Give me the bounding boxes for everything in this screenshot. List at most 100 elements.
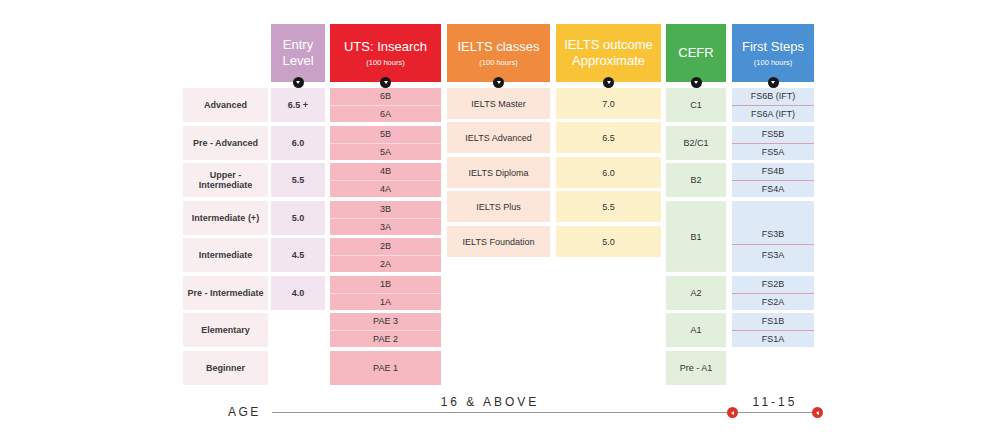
first-steps-cell: FS3A (732, 245, 814, 272)
first-steps-cell: FS3B (732, 201, 814, 245)
ielts-outcome-title-line1: IELTS outcome (564, 37, 653, 53)
uts-course-pair: PAE 3 PAE 2 (330, 313, 441, 347)
ielts-outcome-cell: 7.0 (556, 88, 661, 119)
cefr-cell: B2/C1 (666, 126, 726, 160)
ielts-outcome-cell: 6.5 (556, 122, 661, 153)
uts-course-cell: 5B (330, 126, 441, 144)
first-steps-cell: FS1B (732, 313, 814, 331)
english-pathway-diagram: Advanced Pre - Advanced Upper - Intermed… (0, 0, 1000, 438)
ielts-outcome-cell: 6.0 (556, 157, 661, 188)
uts-course-cell: PAE 2 (330, 331, 441, 348)
uts-course-cell: 5A (330, 144, 441, 161)
level-cell: Beginner (183, 351, 268, 385)
entry-level-title-line2: Level (282, 53, 313, 69)
ielts-class-cell: IELTS Advanced (447, 122, 550, 153)
uts-course-cell: 2B (330, 238, 441, 256)
uts-course-cell: 1A (330, 294, 441, 311)
entry-score-cell: 6.5 + (271, 88, 325, 122)
first-steps-pair: FS6B (IFT) FS6A (IFT) (732, 88, 814, 122)
uts-course-cell: 3A (330, 219, 441, 236)
uts-course-pair: 4B 4A (330, 163, 441, 197)
entry-score-cell: 5.0 (271, 201, 325, 235)
uts-course-cell: 6A (330, 106, 441, 123)
level-cell: Elementary (183, 313, 268, 347)
first-steps-header: First Steps (100 hours) (732, 24, 814, 82)
uts-insearch-column: UTS: Insearch (100 hours) 6B 6A 5B 5A 4B… (330, 0, 441, 438)
uts-course-cell: 4B (330, 163, 441, 181)
down-arrow-badge-icon (603, 77, 614, 88)
level-cell: Intermediate (+) (183, 201, 268, 235)
cefr-cell: A1 (666, 313, 726, 347)
entry-score-cell: 5.5 (271, 163, 325, 197)
down-arrow-badge-icon (493, 77, 504, 88)
ielts-classes-column: IELTS classes (100 hours) IELTS Master I… (447, 0, 550, 438)
cefr-column: CEFR C1 B2/C1 B2 B1 A2 A1 Pre - A1 (666, 0, 726, 438)
ielts-class-cell: IELTS Plus (447, 191, 550, 222)
uts-insearch-header: UTS: Insearch (100 hours) (330, 24, 441, 82)
age-range-16-and-above: 16 & ABOVE (390, 395, 590, 409)
first-steps-cell: FS1A (732, 331, 814, 348)
ielts-classes-subtitle: (100 hours) (479, 58, 517, 67)
cefr-cell: B1 (666, 201, 726, 272)
cefr-cell: A2 (666, 276, 726, 310)
ielts-outcome-column: IELTS outcome Approximate 7.0 6.5 6.0 5.… (556, 0, 661, 438)
first-steps-cell: FS4A (732, 181, 814, 198)
level-cell: Intermediate (183, 238, 268, 272)
uts-insearch-subtitle: (100 hours) (366, 58, 404, 67)
uts-course-cell: PAE 3 (330, 313, 441, 331)
ielts-class-cell: IELTS Foundation (447, 226, 550, 257)
first-steps-cell: FS6A (IFT) (732, 106, 814, 123)
level-cell: Upper - Intermediate (183, 163, 268, 197)
first-steps-cell: FS4B (732, 163, 814, 181)
ielts-classes-title: IELTS classes (457, 39, 539, 55)
uts-course-cell: 1B (330, 276, 441, 294)
first-steps-title: First Steps (742, 39, 804, 55)
first-steps-pair: FS4B FS4A (732, 163, 814, 197)
entry-score-cell: 4.5 (271, 238, 325, 272)
uts-course-pair: 2B 2A (330, 238, 441, 272)
cefr-header: CEFR (666, 24, 726, 82)
ielts-class-cell: IELTS Master (447, 88, 550, 119)
first-steps-column: First Steps (100 hours) FS6B (IFT) FS6A … (732, 0, 814, 438)
first-steps-pair: FS2B FS2A (732, 276, 814, 310)
down-arrow-badge-icon (768, 77, 779, 88)
entry-level-title-line1: Entry (283, 37, 313, 53)
first-steps-pair: FS1B FS1A (732, 313, 814, 347)
uts-course-cell: 6B (330, 88, 441, 106)
first-steps-subtitle: (100 hours) (754, 58, 792, 67)
cefr-cell: B2 (666, 163, 726, 197)
first-steps-cell: FS5A (732, 144, 814, 161)
first-steps-cell: FS5B (732, 126, 814, 144)
uts-course-cell: PAE 1 (330, 351, 441, 385)
ielts-classes-header: IELTS classes (100 hours) (447, 24, 550, 82)
first-steps-pair: FS5B FS5A (732, 126, 814, 160)
ielts-outcome-header: IELTS outcome Approximate (556, 24, 661, 82)
level-cell: Pre - Intermediate (183, 276, 268, 310)
ielts-outcome-title-line2: Approximate (572, 53, 645, 69)
age-marker-icon (727, 407, 738, 418)
uts-course-pair: 5B 5A (330, 126, 441, 160)
level-cell: Advanced (183, 88, 268, 122)
ielts-outcome-cell: 5.0 (556, 226, 661, 257)
uts-course-cell: 4A (330, 181, 441, 198)
entry-level-header: Entry Level (271, 24, 325, 82)
down-arrow-badge-icon (691, 77, 702, 88)
age-range-11-15: 11-15 (725, 395, 825, 409)
down-arrow-badge-icon (380, 77, 391, 88)
ielts-class-cell: IELTS Diploma (447, 157, 550, 188)
down-arrow-badge-icon (293, 77, 304, 88)
entry-score-cell: 6.0 (271, 126, 325, 160)
cefr-cell: C1 (666, 88, 726, 122)
first-steps-cell: FS2B (732, 276, 814, 294)
uts-course-pair: 1B 1A (330, 276, 441, 310)
ielts-outcome-cell: 5.5 (556, 191, 661, 222)
age-marker-icon (812, 407, 823, 418)
uts-course-pair: 3B 3A (330, 201, 441, 235)
entry-score-cell: 4.0 (271, 276, 325, 310)
levels-column: Advanced Pre - Advanced Upper - Intermed… (183, 0, 268, 438)
first-steps-cell: FS2A (732, 294, 814, 311)
entry-level-column: Entry Level 6.5 + 6.0 5.5 5.0 4.5 4.0 (271, 0, 325, 438)
level-cell: Pre - Advanced (183, 126, 268, 160)
cefr-cell: Pre - A1 (666, 351, 726, 385)
uts-insearch-title: UTS: Insearch (344, 39, 427, 55)
